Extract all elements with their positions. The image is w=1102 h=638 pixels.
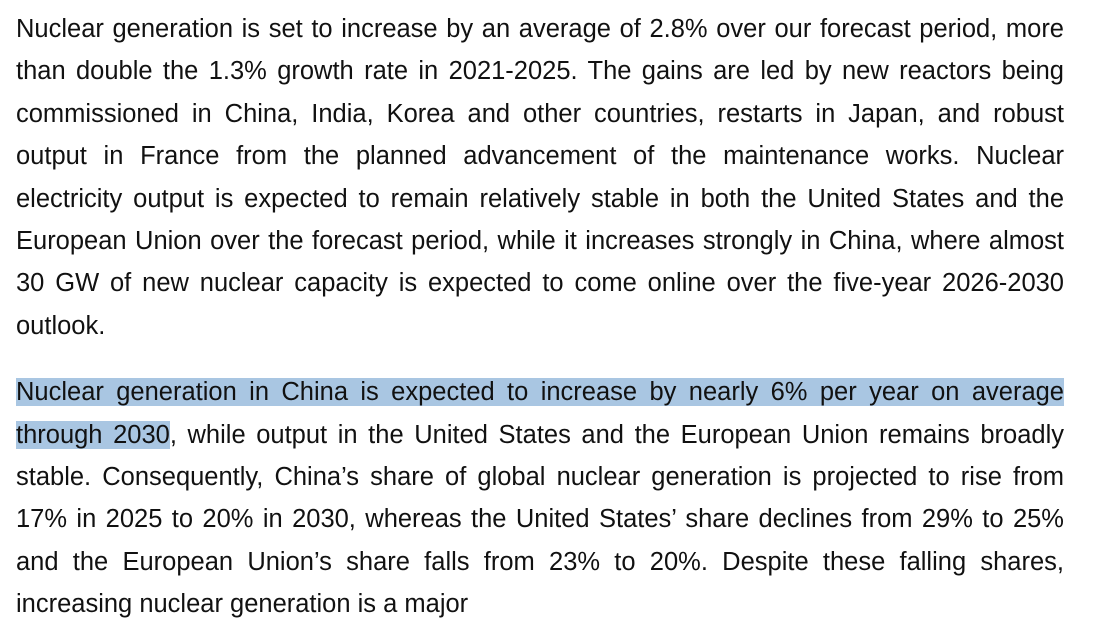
paragraph-nuclear-forecast[interactable]: Nuclear generation is set to increase by… bbox=[16, 15, 1064, 340]
paragraph-continuation-text[interactable]: , while output in the United States and … bbox=[16, 420, 1064, 619]
paragraph-china-nuclear[interactable]: Nuclear generation in China is expected … bbox=[16, 371, 1064, 625]
document-page: Nuclear generation is set to increase by… bbox=[16, 8, 1064, 626]
